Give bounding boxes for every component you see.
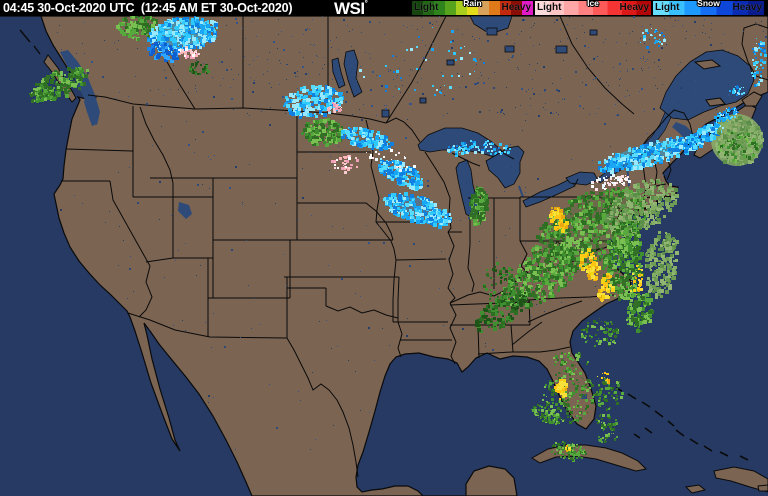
lake-okeechobee (581, 394, 587, 399)
legend-ice-scale: Ice Light Heavy (535, 0, 651, 15)
lake-erie (522, 178, 576, 208)
header-bar: 04:45 30-Oct-2020 UTC (12:45 AM ET 30-Oc… (0, 0, 768, 18)
tampa-yellow-cell (554, 379, 568, 400)
nd-mn-snow (341, 127, 394, 151)
alberta-green (189, 61, 210, 75)
timestamp: 04:45 30-Oct-2020 UTC (12:45 AM ET 30-Oc… (3, 1, 293, 15)
legend-snow-label: Snow (697, 0, 720, 8)
keys-streak (531, 404, 561, 425)
trademark-mark: ° (364, 0, 368, 8)
detroit-river (518, 185, 524, 198)
legend-snow-heavy: Heavy (732, 2, 762, 13)
jamaica (684, 484, 707, 494)
hispaniola (713, 466, 768, 493)
legend-ice-light: Light (537, 2, 562, 13)
puerto-rico (757, 484, 768, 492)
ga-coast-specks (553, 352, 589, 373)
sd-ice (331, 155, 359, 174)
cuba-yellow-cell (565, 445, 571, 452)
ns-disc-texture2 (718, 132, 759, 163)
ns-top-snow (714, 107, 739, 122)
precipitation-layer (29, 16, 767, 462)
lake-winnipeg (343, 49, 363, 98)
alberta-ice (178, 46, 200, 59)
canada-flurries (359, 27, 485, 96)
bahamas-specks (598, 433, 618, 443)
great-salt-lake (178, 202, 192, 219)
bahamas-islands (615, 387, 749, 461)
pa-yellow-cell (549, 207, 569, 233)
mn-mix (366, 149, 416, 172)
legend-rain-heavy: Heavy (501, 2, 531, 13)
nf-snow2 (729, 85, 745, 96)
offshore-yellow-cell (630, 265, 643, 295)
legend-ice-heavy: Heavy (619, 2, 649, 13)
nc-yellow-cell (597, 273, 615, 302)
legend-rain-label: Rain (463, 0, 482, 8)
alberta-snow-core (147, 41, 180, 63)
mi-rain (469, 186, 489, 226)
atlantic-specks (595, 378, 624, 411)
borders (19, 16, 694, 478)
radar-map (0, 16, 768, 496)
cuba-north-specks (596, 414, 618, 431)
prince-edward-island (705, 97, 726, 107)
va-yellow-cell (579, 248, 601, 281)
mb-ice (327, 102, 342, 113)
ia-wi-snow (426, 209, 452, 229)
wsi-logo: WSI° (334, 0, 368, 18)
legend-snow-scale: Snow Light Heavy (653, 0, 764, 15)
upper-mi-snow (458, 140, 511, 155)
anticosti-island (693, 59, 722, 70)
vancouver-rain-tail (29, 88, 51, 103)
sc-ga-scatter (581, 318, 619, 347)
us-mexico-border (127, 312, 359, 478)
cape-breton (741, 91, 763, 107)
precip-legend: Rain Light Heavy Ice Light Heavy Snow Li… (412, 0, 764, 15)
lake-of-the-woods (381, 109, 390, 118)
legend-rain-light: Light (414, 2, 439, 13)
shield-offshore (645, 231, 679, 299)
hudson-bay (469, 16, 513, 35)
nd-rain (301, 118, 347, 147)
shield-tn-ky (475, 290, 528, 333)
ohio-valley-specks (483, 262, 514, 305)
shield-appalachia (501, 244, 581, 309)
legend-ice-label: Ice (587, 0, 599, 8)
us-canada-border (87, 94, 387, 124)
legend-snow-light: Light (655, 2, 680, 13)
puget-sound (84, 98, 97, 126)
quebec-snow-specks (640, 28, 666, 49)
ne-mix (591, 174, 631, 191)
legend-rain-scale: Rain Light Heavy (412, 0, 533, 15)
newfoundland-snow (751, 38, 767, 87)
nc-offshore-streak (626, 293, 654, 333)
